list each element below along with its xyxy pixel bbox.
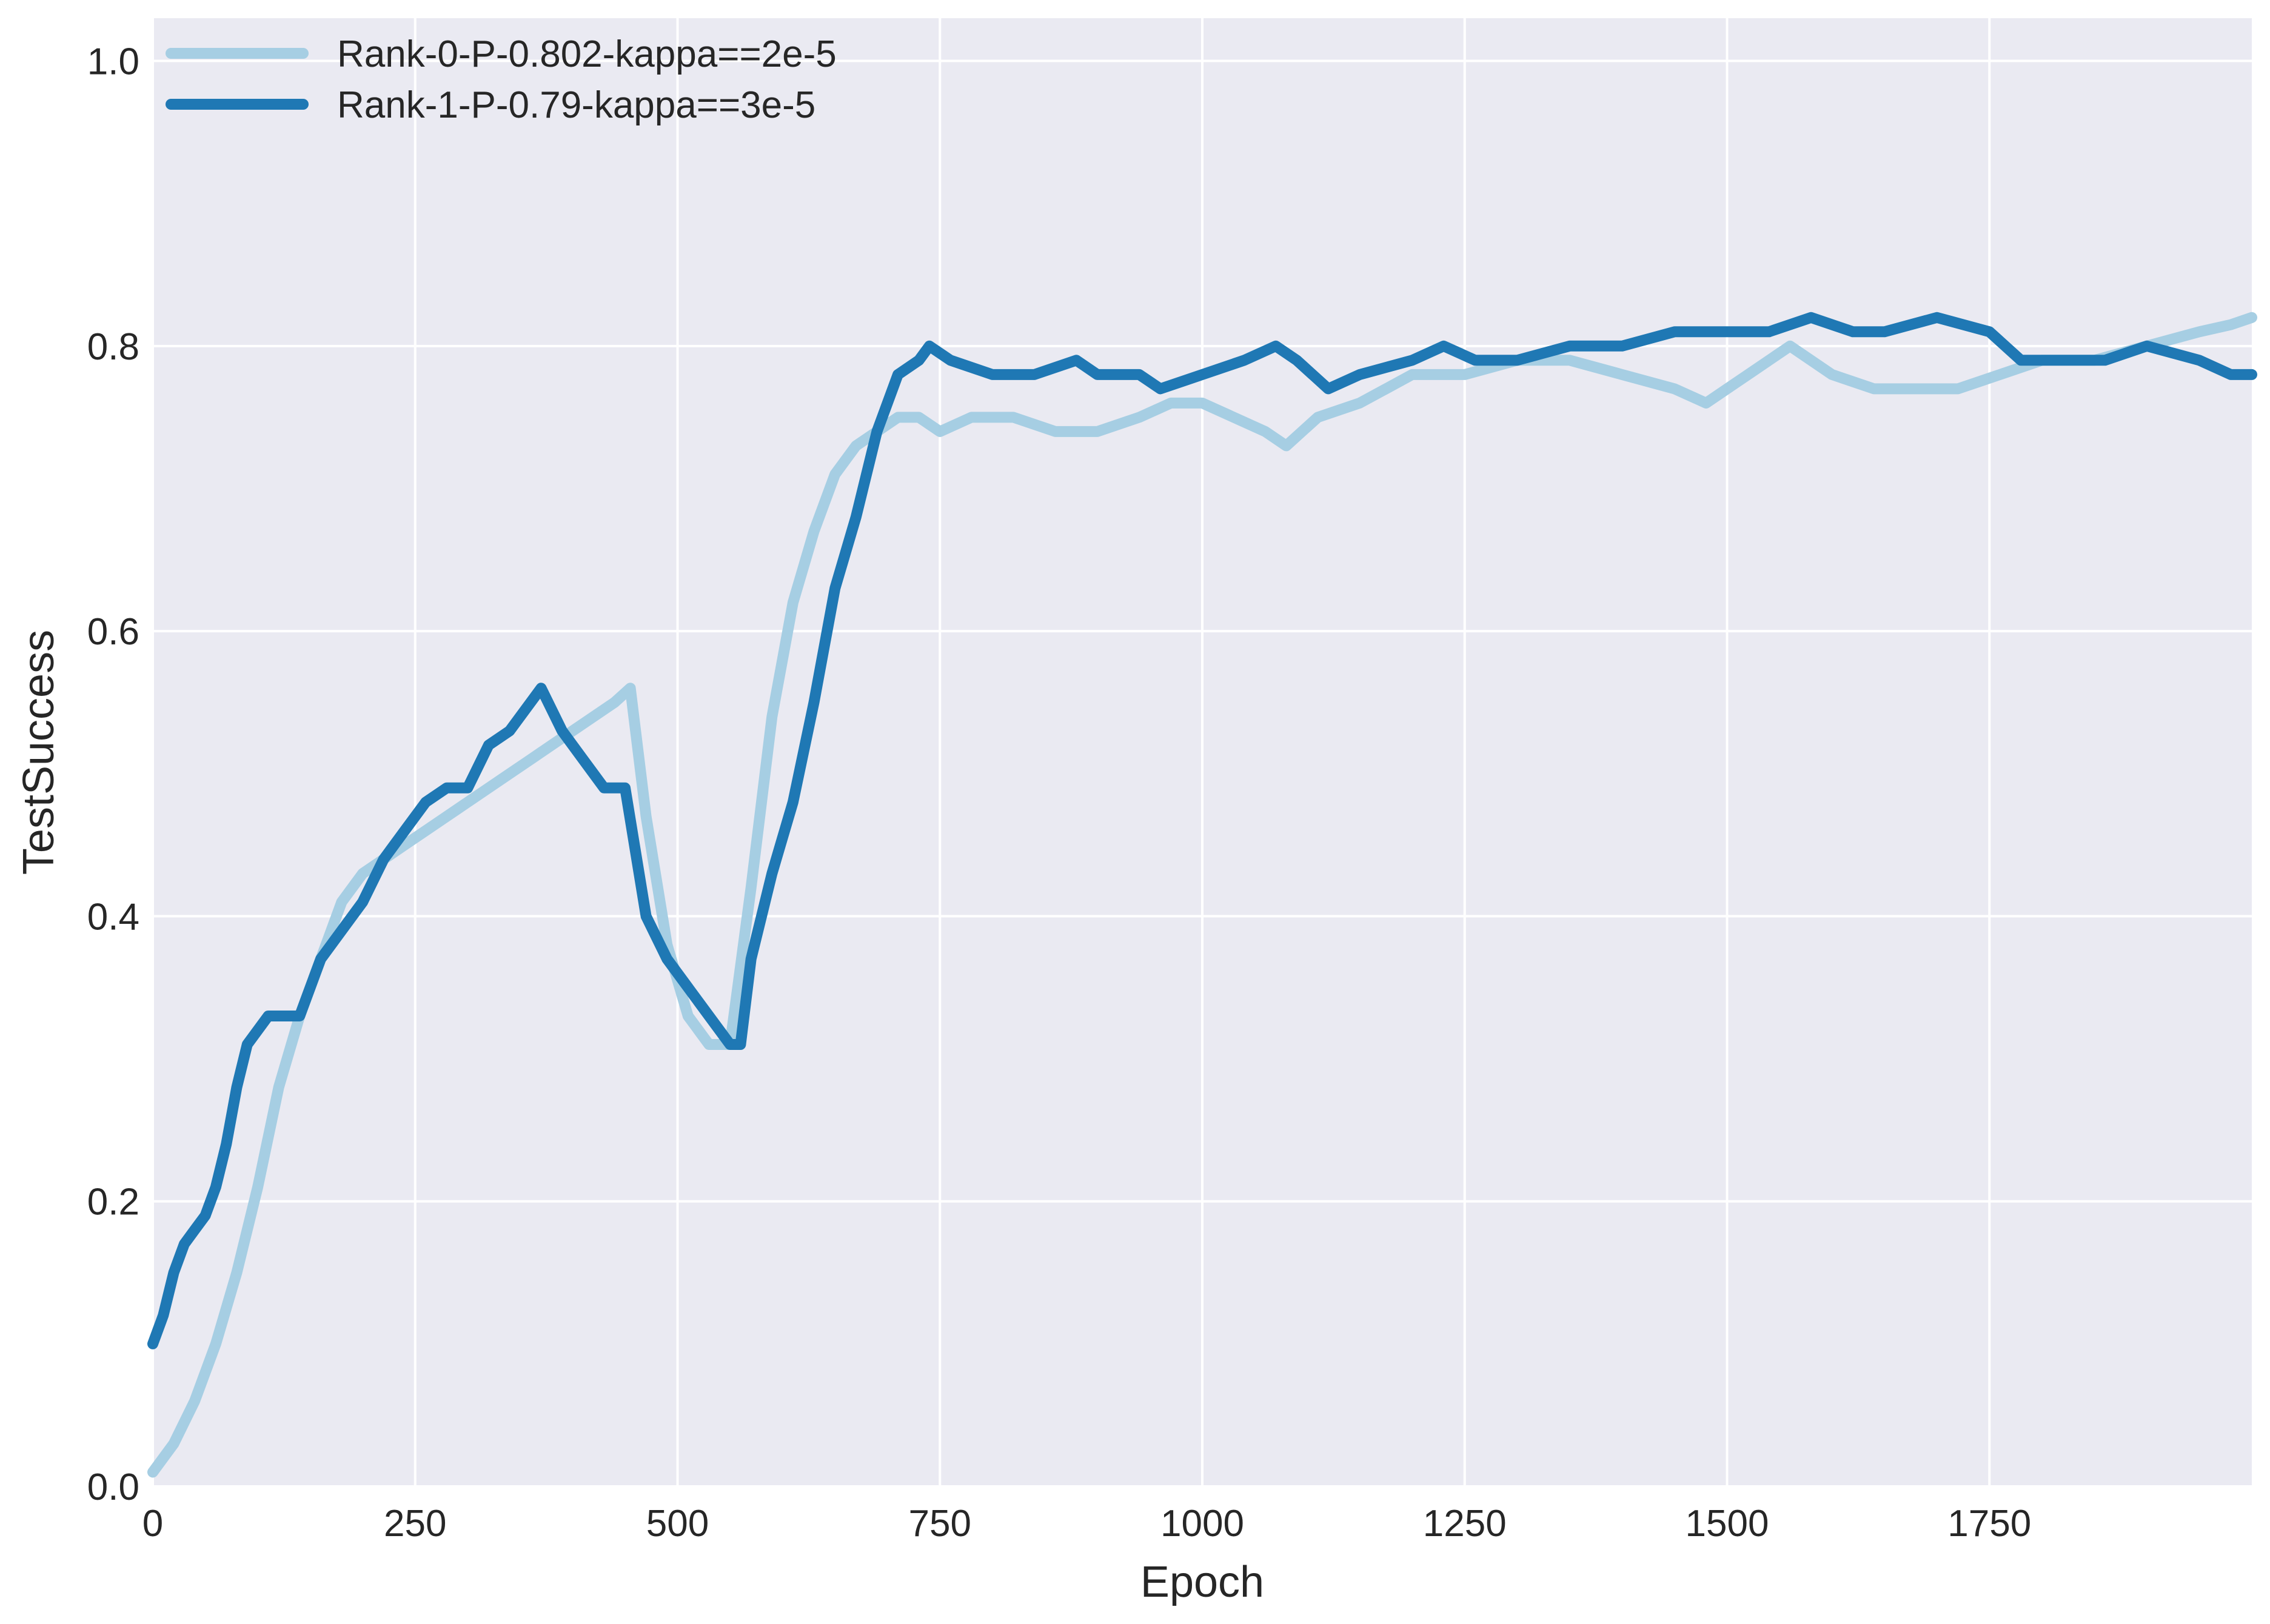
x-tick-label: 0: [142, 1503, 163, 1545]
legend-label-1: Rank-1-P-0.79-kappa==3e-5: [337, 84, 815, 126]
x-axis-label: Epoch: [1140, 1558, 1264, 1606]
y-tick-label: 0.6: [87, 611, 139, 653]
x-tick-label: 1000: [1160, 1503, 1244, 1545]
tick-labels: 0 250 500 750 1000 1250 1500 1750 0.0 0.2 0.4 0.6 0.…: [87, 41, 2031, 1545]
y-tick-label: 0.2: [87, 1181, 139, 1223]
y-tick-label: 0.0: [87, 1466, 139, 1508]
grid-lines: [152, 18, 2252, 1488]
x-tick-label: 1750: [1947, 1503, 2031, 1545]
legend: Rank-0-P-0.802-kappa==2e-5 Rank-1-P-0.79-…: [166, 33, 837, 126]
y-tick-label: 1.0: [87, 41, 139, 83]
x-tick-label: 1250: [1423, 1503, 1507, 1545]
legend-label-0: Rank-0-P-0.802-kappa==2e-5: [337, 33, 837, 75]
x-tick-label: 500: [646, 1503, 709, 1545]
x-tick-label: 1500: [1686, 1503, 1769, 1545]
series-lines: [147, 312, 2257, 1478]
x-tick-label: 250: [384, 1503, 446, 1545]
y-axis-label: TestSuccess: [15, 630, 63, 875]
y-tick-label: 0.4: [87, 896, 139, 938]
x-tick-label: 750: [909, 1503, 971, 1545]
series-line-1: [147, 312, 2257, 1349]
y-tick-label: 0.8: [87, 326, 139, 368]
